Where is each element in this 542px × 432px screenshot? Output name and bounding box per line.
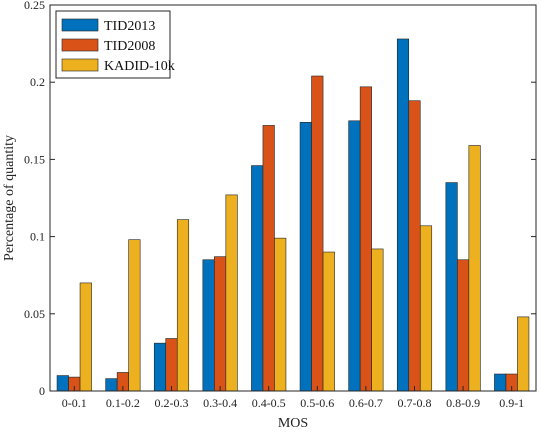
bar-kadid10k-0.9-1 <box>517 316 530 392</box>
legend-label-tid2008: TID2008 <box>104 39 155 54</box>
bar-tid2013-0.4-0.5 <box>251 165 264 392</box>
bar-kadid10k-0.6-0.7 <box>371 248 384 392</box>
x-tick-label: 0.8-0.9 <box>446 396 480 410</box>
bar-tid2008-0.8-0.9 <box>457 259 470 392</box>
bar-tid2013-0.6-0.7 <box>348 120 361 392</box>
x-axis-title: MOS <box>278 416 308 431</box>
x-tick-label: 0.1-0.2 <box>106 396 140 410</box>
bar-tid2013-0.1-0.2 <box>105 378 118 392</box>
legend-swatch-kadid10k <box>61 58 99 72</box>
x-tick-label: 0-0.1 <box>62 396 87 410</box>
bar-tid2008-0.2-0.3 <box>165 338 178 392</box>
bar-kadid10k-0.7-0.8 <box>419 225 433 392</box>
bar-tid2008-0.7-0.8 <box>408 100 421 392</box>
legend-swatch-tid2008 <box>61 38 99 52</box>
x-tick-label: 0.9-1 <box>499 396 524 410</box>
bar-kadid10k-0.4-0.5 <box>274 237 287 392</box>
y-tick-label: 0.25 <box>24 0 45 12</box>
x-tick-label: 0.4-0.5 <box>252 396 286 410</box>
bar-tid2013-0.3-0.4 <box>202 259 215 392</box>
y-tick-label: 0 <box>39 384 45 398</box>
x-tick-label: 0.6-0.7 <box>349 396 383 410</box>
bar-tid2008-0.5-0.6 <box>311 75 324 392</box>
bar-tid2013-0-0.1 <box>56 375 69 392</box>
legend: TID2013 TID2008 KADID-10k <box>55 10 175 79</box>
legend-swatch-tid2013 <box>61 18 99 32</box>
y-tick-label: 0.2 <box>30 75 45 89</box>
bar-kadid10k-0-0.1 <box>79 282 92 392</box>
bar-kadid10k-0.5-0.6 <box>322 251 335 392</box>
bar-tid2008-0.6-0.7 <box>359 86 372 392</box>
bar-tid2013-0.8-0.9 <box>445 182 458 392</box>
x-axis: 0-0.1 0.1-0.2 0.2-0.3 0.3-0.4 0.4-0.5 0.5-0.6… <box>62 386 524 410</box>
bar-tid2013-0.2-0.3 <box>153 342 167 392</box>
y-tick-label: 0.15 <box>24 152 45 166</box>
bar-kadid10k-0.8-0.9 <box>468 145 481 392</box>
bar-kadid10k-0.1-0.2 <box>128 239 141 392</box>
x-tick-label: 0.7-0.8 <box>398 396 432 410</box>
bar-tid2008-0.3-0.4 <box>214 256 227 392</box>
x-tick-label: 0.2-0.3 <box>155 396 189 410</box>
y-tick-label: 0.1 <box>30 230 45 244</box>
bars-layer <box>56 38 530 392</box>
bar-kadid10k-0.3-0.4 <box>225 194 238 392</box>
plot-frame <box>49 4 537 392</box>
y-axis: 0 0.05 0.1 0.15 0.2 0.25 <box>24 0 536 398</box>
y-axis-title: Percentage of quantity <box>2 135 17 261</box>
x-tick-label: 0.3-0.4 <box>203 396 237 410</box>
x-tick-label: 0.5-0.6 <box>300 396 334 410</box>
legend-label-tid2013: TID2013 <box>104 19 155 34</box>
bar-tid2013-0.5-0.6 <box>299 122 312 392</box>
y-tick-label: 0.05 <box>24 307 45 321</box>
bar-kadid10k-0.2-0.3 <box>176 219 190 392</box>
bar-tid2008-0.4-0.5 <box>262 125 275 392</box>
legend-label-kadid10k: KADID-10k <box>104 59 175 74</box>
bar-tid2013-0.9-1 <box>494 373 507 392</box>
bar-tid2013-0.7-0.8 <box>396 38 410 392</box>
